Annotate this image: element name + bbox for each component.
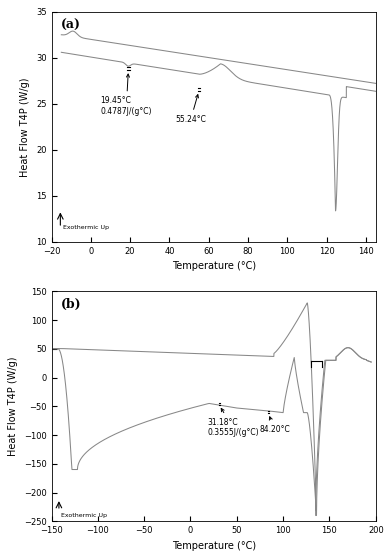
Text: 84.20°C: 84.20°C bbox=[259, 417, 290, 434]
Text: 31.18°C
0.3555J/(g°C): 31.18°C 0.3555J/(g°C) bbox=[207, 409, 259, 437]
Y-axis label: Heat Flow T4P (W/g): Heat Flow T4P (W/g) bbox=[20, 77, 31, 177]
Text: 55.24°C: 55.24°C bbox=[175, 94, 206, 124]
Text: 19.45°C
0.4787J/(g°C): 19.45°C 0.4787J/(g°C) bbox=[101, 74, 152, 116]
Text: Exothermic Up: Exothermic Up bbox=[63, 225, 109, 230]
Text: Exothermic Up: Exothermic Up bbox=[61, 513, 107, 518]
X-axis label: Temperature (°C): Temperature (°C) bbox=[172, 261, 256, 271]
Text: (b): (b) bbox=[61, 299, 82, 311]
X-axis label: Temperature (°C): Temperature (°C) bbox=[172, 541, 256, 551]
Text: (a): (a) bbox=[61, 19, 81, 32]
Y-axis label: Heat Flow T4P (W/g): Heat Flow T4P (W/g) bbox=[8, 357, 18, 456]
